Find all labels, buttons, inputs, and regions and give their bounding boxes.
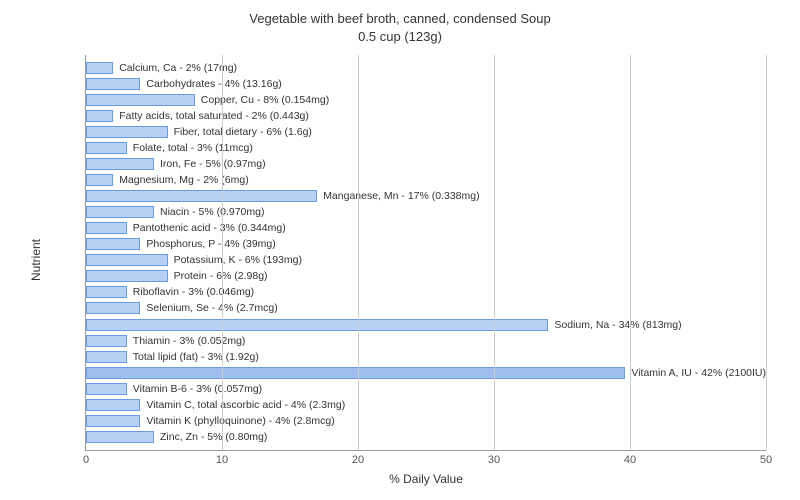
bar-row: Pantothenic acid - 3% (0.344mg) (86, 221, 766, 235)
bar-label: Niacin - 5% (0.970mg) (160, 206, 264, 218)
bar (86, 238, 140, 250)
chart-title-line2: 0.5 cup (123g) (0, 28, 800, 46)
bar-label: Vitamin K (phylloquinone) - 4% (2.8mcg) (146, 415, 334, 427)
bar (86, 270, 168, 282)
bar-row: Iron, Fe - 5% (0.97mg) (86, 157, 766, 171)
bar-row: Niacin - 5% (0.970mg) (86, 205, 766, 219)
bar-row: Copper, Cu - 8% (0.154mg) (86, 93, 766, 107)
x-tick: 0 (83, 454, 89, 466)
bar (86, 286, 127, 298)
bar-row: Vitamin C, total ascorbic acid - 4% (2.3… (86, 398, 766, 412)
bar-label: Protein - 6% (2.98g) (174, 270, 268, 282)
grid-line (630, 55, 631, 450)
bar (86, 158, 154, 170)
bar (86, 94, 195, 106)
bar-label: Carbohydrates - 4% (13.16g) (146, 78, 281, 90)
bar-row: Manganese, Mn - 17% (0.338mg) (86, 189, 766, 203)
bar-row: Vitamin K (phylloquinone) - 4% (2.8mcg) (86, 414, 766, 428)
bar-row: Folate, total - 3% (11mcg) (86, 141, 766, 155)
x-tick: 30 (488, 454, 500, 466)
bar (86, 206, 154, 218)
bar (86, 367, 625, 379)
bar-row: Thiamin - 3% (0.052mg) (86, 334, 766, 348)
bar (86, 222, 127, 234)
bar-row: Potassium, K - 6% (193mg) (86, 253, 766, 267)
bar-label: Manganese, Mn - 17% (0.338mg) (323, 190, 479, 202)
bar (86, 62, 113, 74)
bar-label: Folate, total - 3% (11mcg) (133, 142, 253, 154)
bar-row: Riboflavin - 3% (0.046mg) (86, 285, 766, 299)
bar-row: Sodium, Na - 34% (813mg) (86, 318, 766, 332)
x-tick: 50 (760, 454, 772, 466)
bar (86, 319, 548, 331)
bar-label: Riboflavin - 3% (0.046mg) (133, 286, 254, 298)
bar-label: Sodium, Na - 34% (813mg) (554, 319, 681, 331)
bar-row: Vitamin A, IU - 42% (2100IU) (86, 366, 766, 380)
bar-row: Carbohydrates - 4% (13.16g) (86, 77, 766, 91)
nutrient-chart: Vegetable with beef broth, canned, conde… (0, 0, 800, 500)
bars-container: Calcium, Ca - 2% (17mg) Carbohydrates - 4… (86, 61, 766, 444)
x-axis-label: % Daily Value (389, 472, 463, 486)
bar (86, 399, 140, 411)
bar (86, 110, 113, 122)
bar-label: Fiber, total dietary - 6% (1.6g) (174, 126, 312, 138)
bar (86, 126, 168, 138)
bar-label: Thiamin - 3% (0.052mg) (133, 335, 246, 347)
bar-label: Zinc, Zn - 5% (0.80mg) (160, 431, 267, 443)
bar-label: Calcium, Ca - 2% (17mg) (119, 62, 237, 74)
x-tick: 10 (216, 454, 228, 466)
bar (86, 254, 168, 266)
bar-row: Selenium, Se - 4% (2.7mcg) (86, 301, 766, 315)
bar-label: Copper, Cu - 8% (0.154mg) (201, 94, 329, 106)
bar-row: Fatty acids, total saturated - 2% (0.443… (86, 109, 766, 123)
bar-row: Vitamin B-6 - 3% (0.057mg) (86, 382, 766, 396)
grid-line (766, 55, 767, 450)
bar-row: Protein - 6% (2.98g) (86, 269, 766, 283)
grid-line (494, 55, 495, 450)
plot-area: Nutrient % Daily Value Calcium, Ca - 2% … (85, 55, 766, 451)
grid-line (222, 55, 223, 450)
bar (86, 415, 140, 427)
bar (86, 190, 317, 202)
x-tick: 40 (624, 454, 636, 466)
bar (86, 351, 127, 363)
x-tick: 20 (352, 454, 364, 466)
y-axis-label: Nutrient (29, 238, 43, 280)
bar-label: Total lipid (fat) - 3% (1.92g) (133, 351, 259, 363)
bar-row: Total lipid (fat) - 3% (1.92g) (86, 350, 766, 364)
bar (86, 78, 140, 90)
bar-row: Magnesium, Mg - 2% (6mg) (86, 173, 766, 187)
bar-row: Phosphorus, P - 4% (39mg) (86, 237, 766, 251)
bar-label: Selenium, Se - 4% (2.7mcg) (146, 302, 277, 314)
bar (86, 174, 113, 186)
bar (86, 335, 127, 347)
bar-label: Phosphorus, P - 4% (39mg) (146, 238, 275, 250)
bar-label: Potassium, K - 6% (193mg) (174, 254, 302, 266)
grid-line (358, 55, 359, 450)
bar-label: Iron, Fe - 5% (0.97mg) (160, 158, 266, 170)
bar-label: Vitamin B-6 - 3% (0.057mg) (133, 383, 262, 395)
bar-label: Vitamin A, IU - 42% (2100IU) (631, 367, 766, 379)
bar-row: Fiber, total dietary - 6% (1.6g) (86, 125, 766, 139)
bar (86, 431, 154, 443)
bar (86, 142, 127, 154)
bar-row: Calcium, Ca - 2% (17mg) (86, 61, 766, 75)
bar-label: Fatty acids, total saturated - 2% (0.443… (119, 110, 309, 122)
chart-title: Vegetable with beef broth, canned, conde… (0, 0, 800, 45)
chart-title-line1: Vegetable with beef broth, canned, conde… (0, 10, 800, 28)
bar (86, 383, 127, 395)
bar-label: Vitamin C, total ascorbic acid - 4% (2.3… (146, 399, 345, 411)
bar-label: Pantothenic acid - 3% (0.344mg) (133, 222, 286, 234)
bar (86, 302, 140, 314)
bar-label: Magnesium, Mg - 2% (6mg) (119, 174, 249, 186)
bar-row: Zinc, Zn - 5% (0.80mg) (86, 430, 766, 444)
